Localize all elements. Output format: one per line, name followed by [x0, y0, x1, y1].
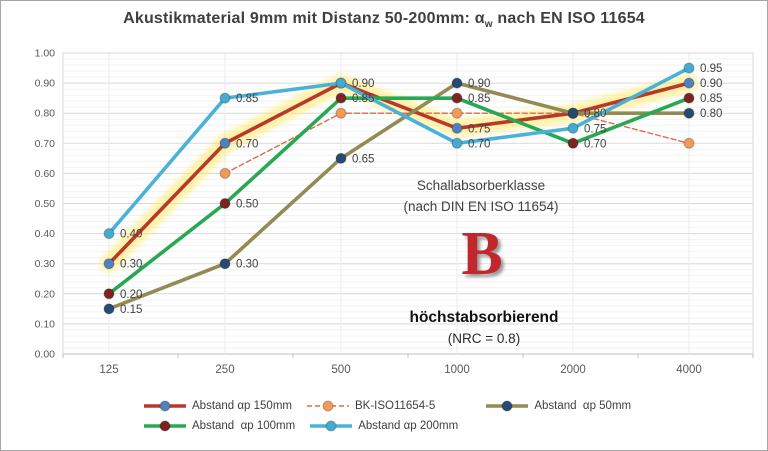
point-label: 0.65 — [352, 153, 374, 165]
title-text-after: nach EN ISO 11654 — [492, 10, 645, 27]
annotation-class-letter: B — [461, 220, 503, 288]
legend-key-icon — [144, 400, 186, 412]
data-point — [451, 77, 463, 89]
legend-item: Abstand αp 200mm — [309, 419, 458, 433]
data-point — [219, 92, 231, 104]
data-point — [219, 137, 231, 149]
point-label: 0.50 — [236, 199, 258, 211]
legend-row-1: Abstand αp 150mm BK-ISO11654-5 Abstand αp … — [143, 399, 683, 413]
x-tick-label: 125 — [99, 364, 118, 376]
data-point — [335, 107, 347, 119]
point-label: 0.95 — [700, 63, 722, 75]
data-point — [683, 62, 695, 74]
data-point — [103, 288, 115, 300]
point-label: 0.70 — [236, 138, 258, 150]
data-point — [683, 77, 695, 89]
legend-item: Abstand αp 100mm — [143, 419, 295, 433]
series-line — [107, 81, 691, 266]
legend-item-label: BK-ISO11654-5 — [354, 400, 436, 412]
point-label: 0.90 — [700, 78, 722, 90]
legend-item-label: Abstand αp 50mm — [534, 400, 632, 412]
series-line — [107, 96, 691, 296]
legend-item-label: Abstand αp 200mm — [358, 420, 459, 432]
legend-key-icon — [144, 420, 186, 432]
x-tick-label: 4000 — [676, 364, 702, 376]
data-point — [103, 303, 115, 315]
legend-row-2: Abstand αp 100mm Abstand αp 200mm — [143, 419, 683, 433]
point-label: 0.75 — [584, 123, 606, 135]
x-tick-label: 2000 — [560, 364, 586, 376]
point-label: 0.85 — [236, 93, 258, 105]
y-tick-label: 0.20 — [35, 288, 56, 300]
y-tick-label: 1.00 — [35, 48, 56, 60]
data-point — [335, 92, 347, 104]
point-label: 0.70 — [584, 138, 606, 150]
legend-item-label: Abstand αp 100mm — [192, 420, 296, 432]
point-label: 0.70 — [468, 138, 490, 150]
annotation-class-description: höchstabsorbierend — [409, 309, 559, 326]
legend-key-icon — [486, 400, 529, 412]
legend-item: Abstand αp 150mm — [143, 399, 292, 413]
y-tick-label: 0.70 — [35, 138, 56, 150]
title-text: Akustikmaterial 9mm mit Distanz 50-200mm… — [123, 10, 485, 27]
annotation-class-heading: Schallabsorberklasse — [416, 178, 546, 193]
data-point — [567, 122, 579, 134]
data-point — [219, 167, 231, 179]
data-point — [335, 152, 347, 164]
legend-item-label: Abstand αp 150mm — [192, 400, 292, 412]
data-point — [451, 107, 463, 119]
data-point — [683, 137, 695, 149]
series-line — [107, 81, 691, 311]
x-tick-label: 250 — [215, 364, 234, 376]
point-label: 0.85 — [700, 93, 722, 105]
data-point — [219, 258, 231, 270]
point-label: 0.80 — [584, 108, 606, 120]
y-tick-label: 0.10 — [35, 318, 56, 330]
y-tick-label: 0.00 — [35, 349, 56, 361]
y-tick-label: 0.80 — [35, 108, 56, 120]
point-label: 0.85 — [468, 93, 490, 105]
point-label: 0.30 — [120, 259, 142, 271]
point-label: 0.20 — [120, 289, 142, 301]
y-tick-label: 0.90 — [35, 78, 56, 90]
point-label: 0.15 — [120, 304, 142, 316]
point-label: 0.85 — [352, 93, 374, 105]
legend-key-icon — [306, 400, 349, 412]
chart-title: Akustikmaterial 9mm mit Distanz 50-200mm… — [1, 10, 767, 30]
point-label: 0.80 — [700, 108, 722, 120]
point-label: 0.75 — [468, 123, 490, 135]
legend-item: Abstand αp 50mm — [485, 399, 631, 413]
data-point — [451, 92, 463, 104]
chart-legend: Abstand αp 150mm BK-ISO11654-5 Abstand αp … — [143, 399, 683, 439]
point-label: 0.40 — [120, 229, 142, 241]
legend-key-icon — [310, 420, 353, 432]
data-point — [683, 107, 695, 119]
data-point — [683, 92, 695, 104]
data-point — [451, 137, 463, 149]
data-point — [103, 228, 115, 240]
data-point — [567, 107, 579, 119]
annotation-class-subheading: (nach DIN EN ISO 11654) — [403, 199, 559, 214]
data-point — [219, 198, 231, 209]
point-label: 0.90 — [468, 78, 490, 90]
data-point — [335, 77, 347, 89]
x-tick-label: 500 — [331, 364, 350, 376]
series-line — [107, 66, 691, 236]
point-label: 0.30 — [236, 259, 258, 271]
y-tick-label: 0.60 — [35, 168, 56, 180]
x-tick-label: 1000 — [444, 364, 470, 376]
y-tick-label: 0.30 — [35, 258, 56, 270]
y-tick-label: 0.50 — [35, 198, 56, 210]
title-subscript: w — [484, 19, 493, 31]
point-label: 0.90 — [352, 78, 374, 90]
data-point — [567, 137, 579, 149]
legend-item: BK-ISO11654-5 — [306, 399, 435, 413]
data-point — [451, 122, 463, 134]
series-line — [224, 112, 690, 175]
y-tick-label: 0.40 — [35, 228, 56, 240]
annotation-nrc-value: (NRC = 0.8) — [447, 331, 521, 346]
data-point — [103, 258, 115, 270]
